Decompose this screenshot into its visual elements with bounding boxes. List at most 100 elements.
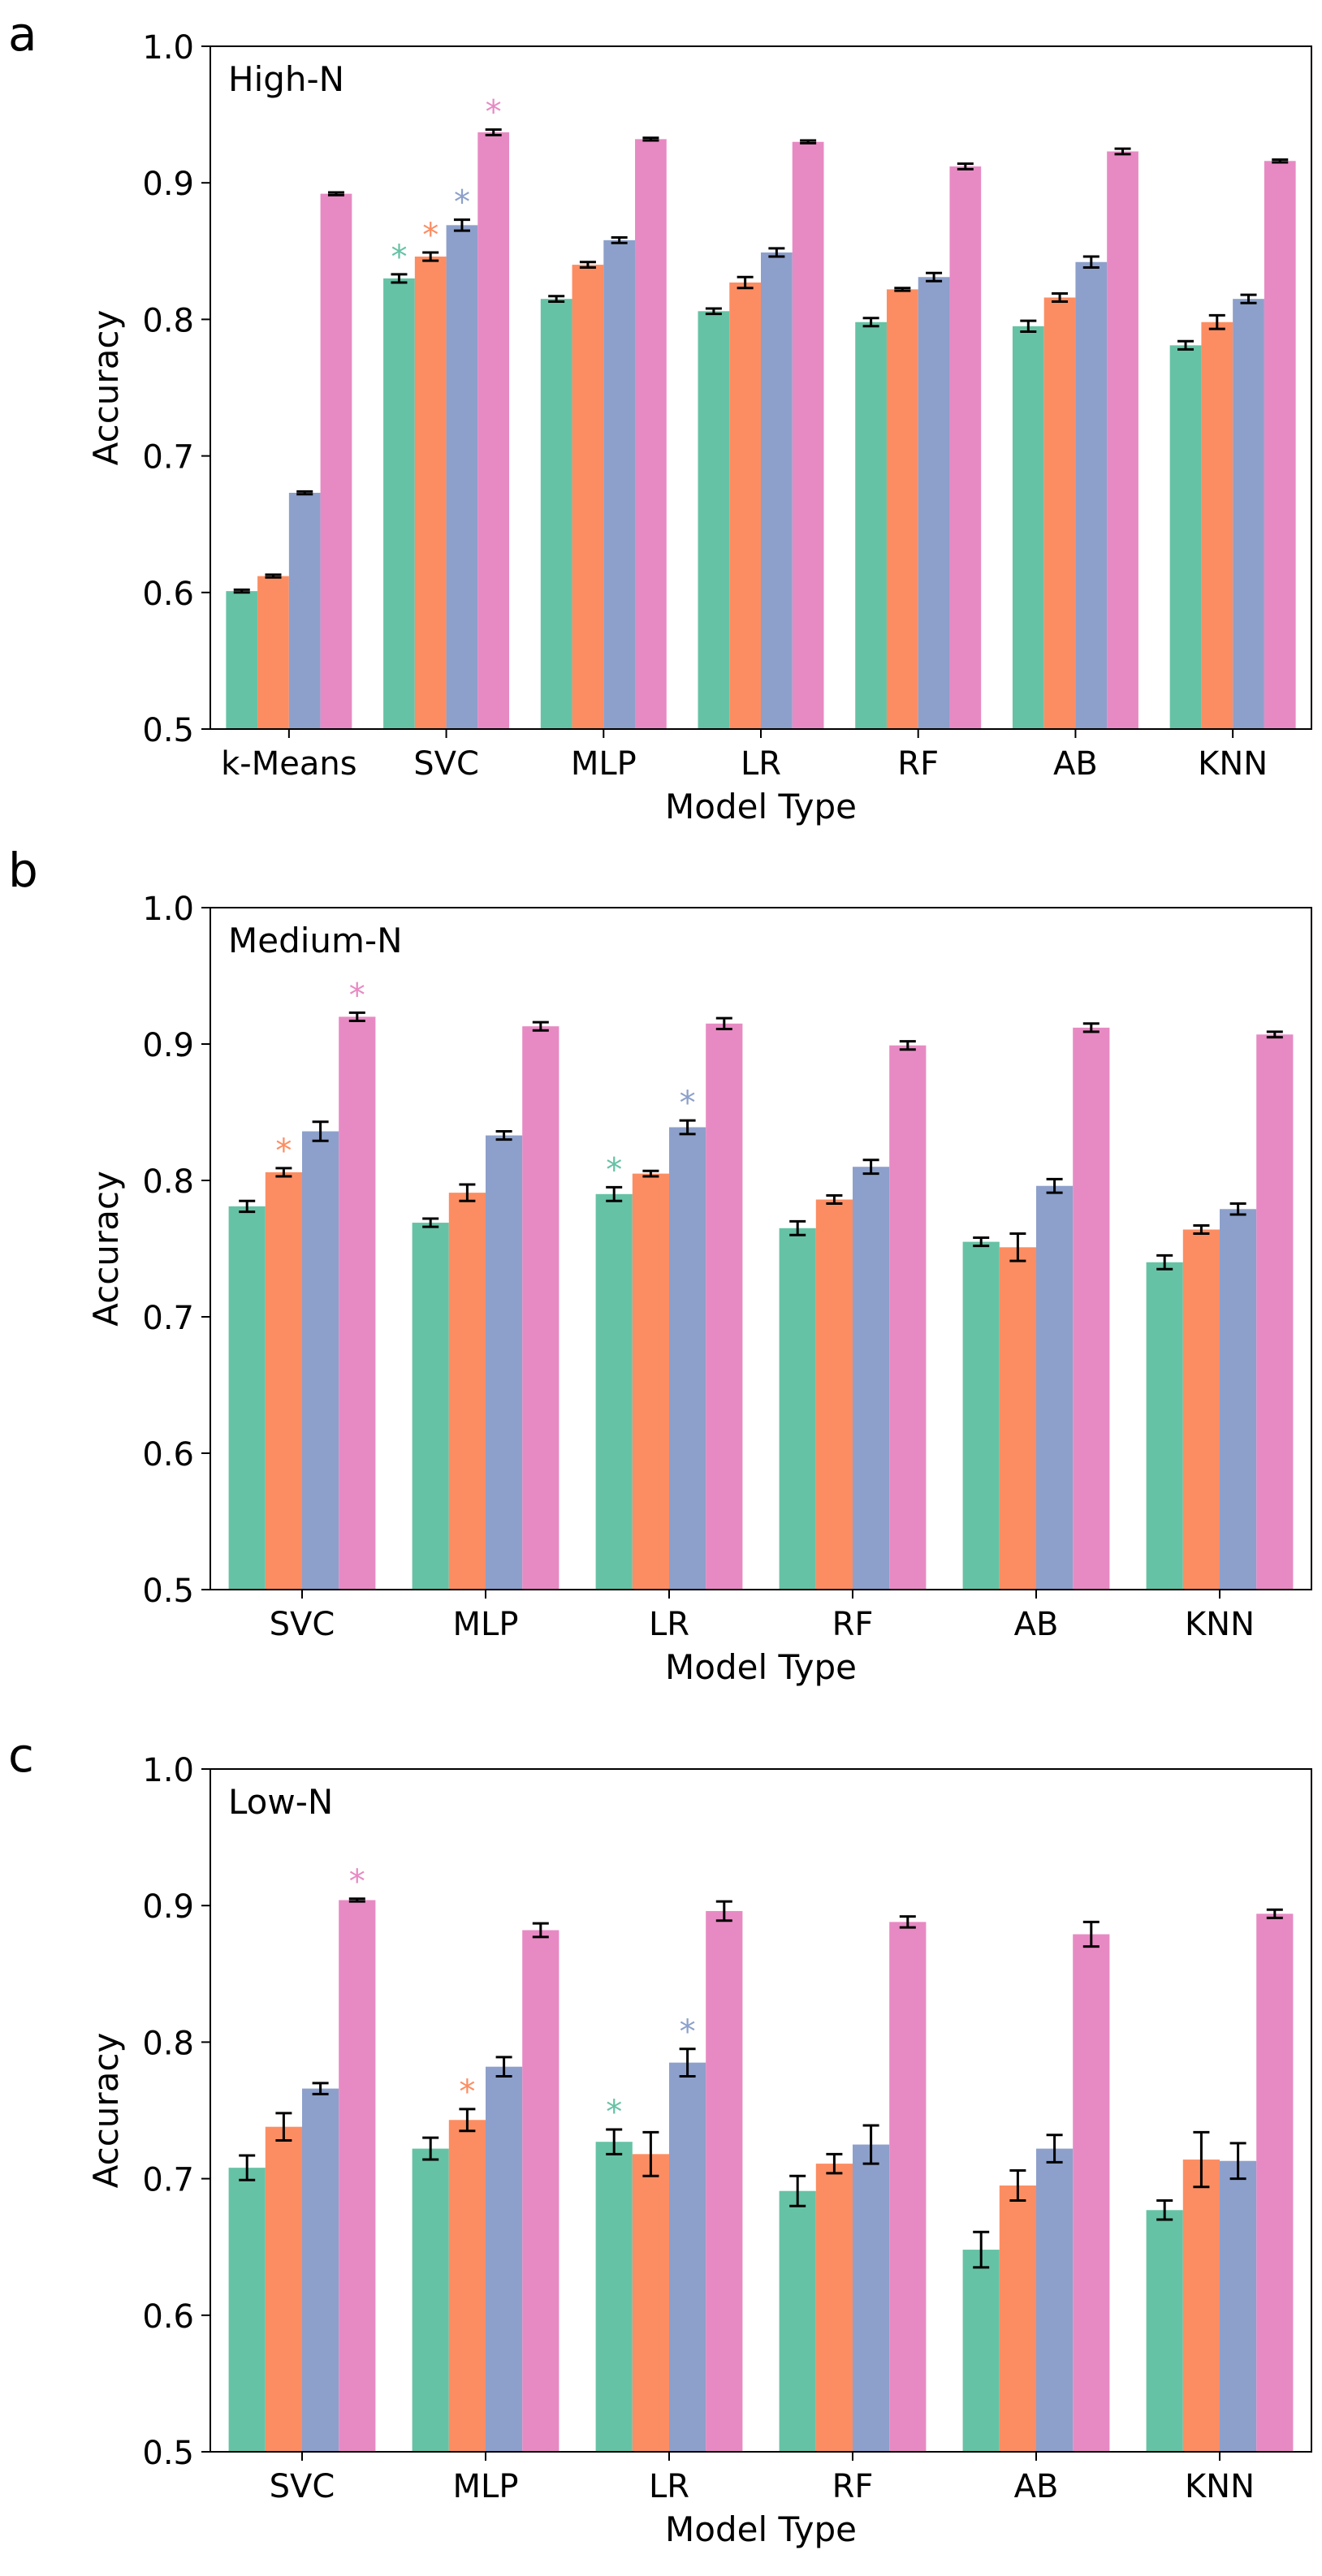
y-tick-label: 0.7 (142, 439, 194, 477)
x-tick-label: LR (649, 1606, 689, 1643)
significance-star: * (391, 239, 407, 276)
bar (1201, 321, 1233, 729)
bar (886, 289, 918, 729)
significance-star: * (680, 2013, 696, 2051)
bar (228, 2168, 266, 2452)
bar (383, 278, 415, 729)
x-tick-label: RF (832, 2468, 874, 2505)
significance-star: * (422, 217, 439, 254)
bar (1043, 297, 1076, 729)
bar (339, 1016, 376, 1590)
bar (962, 2250, 1000, 2452)
bar (257, 576, 289, 729)
bar (1220, 1209, 1257, 1590)
bar (412, 1223, 449, 1590)
y-tick-label: 0.7 (142, 2162, 194, 2199)
panel-title: Low-N (228, 1782, 333, 1822)
panel-title: High-N (228, 59, 344, 99)
x-axis-label: Model Type (665, 2509, 857, 2549)
bar (572, 265, 604, 729)
bar (853, 1167, 890, 1590)
significance-star: * (606, 2094, 622, 2131)
bar (632, 2154, 669, 2452)
bar (669, 1127, 706, 1590)
x-tick-label: KNN (1185, 2468, 1255, 2505)
bar (706, 1023, 743, 1590)
x-tick-label: SVC (270, 1606, 335, 1643)
bar (1182, 1229, 1220, 1590)
significance-star: * (606, 1151, 622, 1189)
bar (698, 311, 730, 730)
significance-star: * (349, 977, 365, 1014)
bar (412, 2148, 449, 2452)
significance-star: * (349, 1863, 365, 1901)
y-axis-label: Accuracy (86, 1171, 126, 1327)
panel-letter: a (8, 6, 37, 62)
bar (962, 1241, 1000, 1590)
bar (999, 2186, 1036, 2452)
bar (540, 299, 572, 729)
y-tick-label: 0.8 (142, 302, 194, 339)
chart-panel-b: b 0.5 0.6 0.7 0.8 0.9 1.0 Accuracy SVC MLP LR RF AB K… (8, 843, 1312, 1687)
x-tick-label: MLP (453, 1606, 519, 1643)
y-tick-label: 0.7 (142, 1300, 194, 1337)
bar (1146, 2210, 1183, 2452)
bar (265, 1171, 302, 1590)
bar (1233, 299, 1264, 729)
bar (779, 2190, 816, 2452)
bar (486, 1135, 523, 1590)
bar (855, 321, 887, 729)
x-tick-label: MLP (571, 745, 637, 783)
x-tick-label: LR (741, 745, 781, 783)
bar (949, 166, 982, 730)
bar (1256, 1914, 1294, 2452)
bar (635, 139, 667, 730)
bar (669, 2062, 706, 2452)
y-tick-label: 0.6 (142, 576, 194, 613)
bar (265, 2126, 302, 2452)
y-tick-label: 0.9 (142, 1888, 194, 1926)
panel-letter: c (8, 1728, 34, 1783)
x-axis-label: Model Type (665, 1647, 857, 1687)
bar (522, 1026, 559, 1590)
x-tick-label: AB (1053, 745, 1098, 783)
bar (320, 193, 352, 729)
bar (226, 591, 258, 729)
x-tick-label: RF (832, 1606, 874, 1643)
bar (595, 2142, 633, 2452)
plot-frame (210, 907, 1312, 1590)
bar (595, 1193, 633, 1590)
y-tick-label: 1.0 (142, 1752, 194, 1789)
bar (729, 282, 761, 730)
x-tick-label: SVC (413, 745, 479, 783)
bar (1073, 1934, 1110, 2452)
bar (918, 277, 950, 729)
y-tick-label: 0.5 (142, 2435, 194, 2472)
bar (448, 2120, 486, 2452)
bar (1220, 2160, 1257, 2452)
plot-frame (210, 1768, 1312, 2453)
bar (1264, 161, 1296, 730)
x-tick-label: LR (649, 2468, 689, 2505)
bar (302, 2088, 339, 2452)
x-tick-label: AB (1014, 2468, 1059, 2505)
bar (1073, 1027, 1110, 1590)
bar (1146, 1262, 1183, 1590)
x-tick-label: SVC (270, 2468, 335, 2505)
y-tick-label: 0.5 (142, 1573, 194, 1610)
bar (853, 2144, 890, 2452)
bar (779, 1228, 816, 1590)
x-tick-label: MLP (453, 2468, 519, 2505)
y-axis-label: Accuracy (86, 2033, 126, 2189)
x-tick-label: RF (897, 745, 939, 783)
significance-star: * (459, 2073, 475, 2111)
chart-panel-a: a 0.5 0.6 0.7 0.8 0.9 1.0 Accuracy k-Means SVC MLP… (8, 6, 1312, 826)
y-tick-label: 0.6 (142, 2298, 194, 2336)
bar (761, 252, 793, 729)
x-tick-label: k-Means (221, 745, 356, 783)
bar (815, 1199, 853, 1590)
y-tick-label: 0.5 (142, 712, 194, 749)
bar (889, 1922, 927, 2452)
bar (486, 2066, 523, 2452)
bar (1036, 1185, 1074, 1590)
